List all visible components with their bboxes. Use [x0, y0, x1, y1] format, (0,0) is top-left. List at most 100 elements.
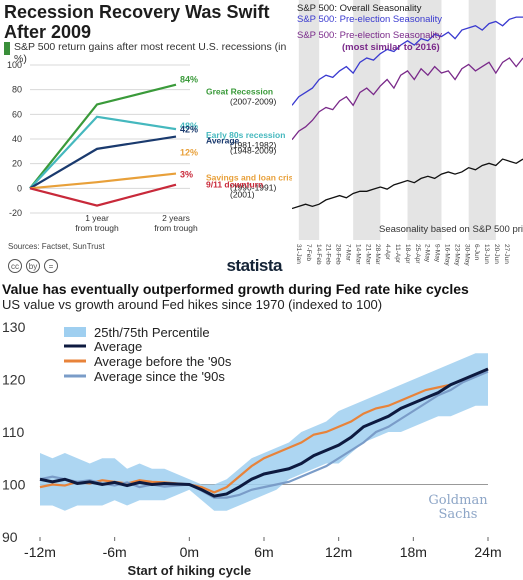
y-tick-label: 60 — [12, 109, 22, 119]
series-years-label: (1981-1982) — [230, 140, 276, 150]
x-tick-label: 28-Feb — [335, 244, 342, 265]
chart-source: Sources: Factset, SunTrust — [8, 242, 105, 251]
data-label: 12% — [180, 148, 198, 158]
legend-note: (most similar to 2016) — [342, 42, 440, 53]
y-tick-label: 100 — [2, 477, 26, 493]
data-label: 48% — [180, 121, 198, 131]
x-tick-label: 9-May — [434, 244, 441, 263]
series-line — [292, 57, 523, 141]
x-tick-label: from trough — [154, 223, 198, 233]
x-tick-label: 16-May — [444, 244, 451, 266]
x-tick-label: 12m — [325, 544, 352, 560]
statista-logo[interactable]: statista — [226, 256, 282, 275]
series-line — [39, 367, 489, 498]
x-tick-label: -12m — [24, 544, 56, 560]
watermark-line-1: Goldman — [428, 493, 488, 508]
series-name-label: Savings and loan crisis — [206, 173, 292, 183]
series-name-label: 9/11 downturn — [206, 180, 263, 190]
series-line — [29, 135, 177, 190]
y-tick-label: 0 — [17, 183, 22, 193]
x-tick-label: 31-Jan — [295, 244, 302, 264]
y-tick-label: 20 — [12, 159, 22, 169]
attribution-icon[interactable]: by — [26, 259, 40, 273]
chart-title: Recession Recovery Was Swift After 2009 — [4, 2, 270, 42]
y-tick-label: 100 — [7, 60, 22, 70]
x-tick-label: -6m — [103, 544, 127, 560]
percentile-band — [40, 353, 488, 511]
x-tick-label: 28-Mar — [374, 244, 381, 265]
shaded-band — [468, 0, 496, 240]
legend-entry: S&P 500: Pre-election Seasonality — [297, 14, 442, 25]
recession-recovery-panel: Recession Recovery Was Swift After 2009 … — [0, 0, 292, 280]
x-tick-label: 2 years — [162, 213, 190, 223]
x-tick-label: 25-Apr — [414, 244, 421, 264]
chart-subtitle: US value vs growth around Fed hikes sinc… — [2, 297, 383, 312]
series-years-label: (2001) — [230, 190, 255, 200]
watermark-line-2: Sachs — [438, 507, 478, 522]
y-tick-label: 120 — [2, 372, 26, 388]
no-derivatives-icon[interactable]: = — [44, 259, 58, 273]
x-tick-label: 2-May — [424, 244, 431, 263]
y-tick-label: 80 — [12, 85, 22, 95]
y-tick-label: 40 — [12, 134, 22, 144]
seasonality-panel: S&P 500: Overall Seasonality S&P 500: Pre… — [292, 0, 523, 280]
x-tick-label: 20-Jun — [493, 244, 500, 264]
value-vs-growth-chart: 90 100 110 120 130 -12m -6m 0m 6m 12m 18m 24m Start … — [2, 319, 502, 578]
legend-entry: Average — [94, 339, 142, 354]
x-tick-label: 21-Mar — [364, 244, 371, 265]
legend-swatch — [64, 327, 86, 337]
x-tick-label: 30-May — [463, 244, 470, 266]
series-years-label: (1990-1991) — [230, 183, 276, 193]
legend-entry: 25th/75th Percentile — [94, 325, 210, 340]
x-tick-label: 14-Feb — [315, 244, 322, 265]
series-line — [292, 16, 523, 106]
x-tick-label: 7-Feb — [305, 244, 312, 261]
y-tick-label: 90 — [2, 529, 18, 545]
series-line — [39, 370, 489, 499]
legend-entry: Average since the '90s — [94, 369, 225, 384]
chart-title: Value has eventually outperformed growth… — [2, 281, 469, 297]
x-tick-label: 11-Apr — [394, 244, 401, 264]
series-name-label: Early 80s recession — [206, 130, 285, 140]
x-tick-label: 0m — [180, 544, 199, 560]
x-tick-label: 14-Mar — [354, 244, 361, 265]
x-tick-label: 24m — [474, 544, 501, 560]
chart-note: Seasonality based on S&P 500 pri — [379, 224, 523, 235]
series-line — [29, 183, 177, 207]
x-tick-label: 23-May — [453, 244, 460, 266]
x-tick-label: 21-Feb — [325, 244, 332, 265]
series-name-label: Average — [206, 136, 240, 146]
chart-subtitle: S&P 500 return gains after most recent U… — [14, 41, 287, 65]
series-name-label: Great Recession — [206, 87, 273, 97]
data-label: 3% — [180, 170, 193, 180]
x-tick-label: 18-Apr — [404, 244, 411, 264]
y-tick-label: 130 — [2, 319, 26, 335]
series-years-label: (2007-2009) — [230, 97, 276, 107]
x-tick-label: 6m — [254, 544, 273, 560]
y-tick-label: -20 — [9, 208, 22, 218]
x-tick-label: 4-Apr — [384, 244, 391, 261]
data-label: 42% — [180, 125, 198, 135]
series-line — [29, 115, 177, 190]
x-tick-label: 1 year — [85, 213, 109, 223]
series-line — [29, 172, 177, 190]
shaded-band — [298, 0, 320, 240]
series-line — [29, 83, 177, 190]
x-axis-label: Start of hiking cycle — [128, 563, 252, 578]
legend-entry: S&P 500: Pre-election Seasonality — [297, 30, 442, 41]
legend-entry: Average before the '90s — [94, 354, 232, 369]
x-tick-label: 13-Jun — [483, 244, 490, 264]
value-vs-growth-panel: Value has eventually outperformed growth… — [0, 280, 523, 580]
x-tick-label: from trough — [75, 223, 119, 233]
data-label: 84% — [180, 75, 198, 85]
series-line — [292, 158, 523, 210]
legend-entry: S&P 500: Overall Seasonality — [297, 3, 422, 14]
shaded-band — [353, 0, 381, 240]
goldman-sachs-watermark: Goldman Sachs — [428, 494, 488, 522]
title-accent-bar — [4, 42, 10, 55]
x-tick-label: 7-Mar — [345, 244, 352, 262]
creative-commons-icon[interactable]: cc — [8, 259, 22, 273]
y-tick-label: 110 — [2, 424, 25, 440]
